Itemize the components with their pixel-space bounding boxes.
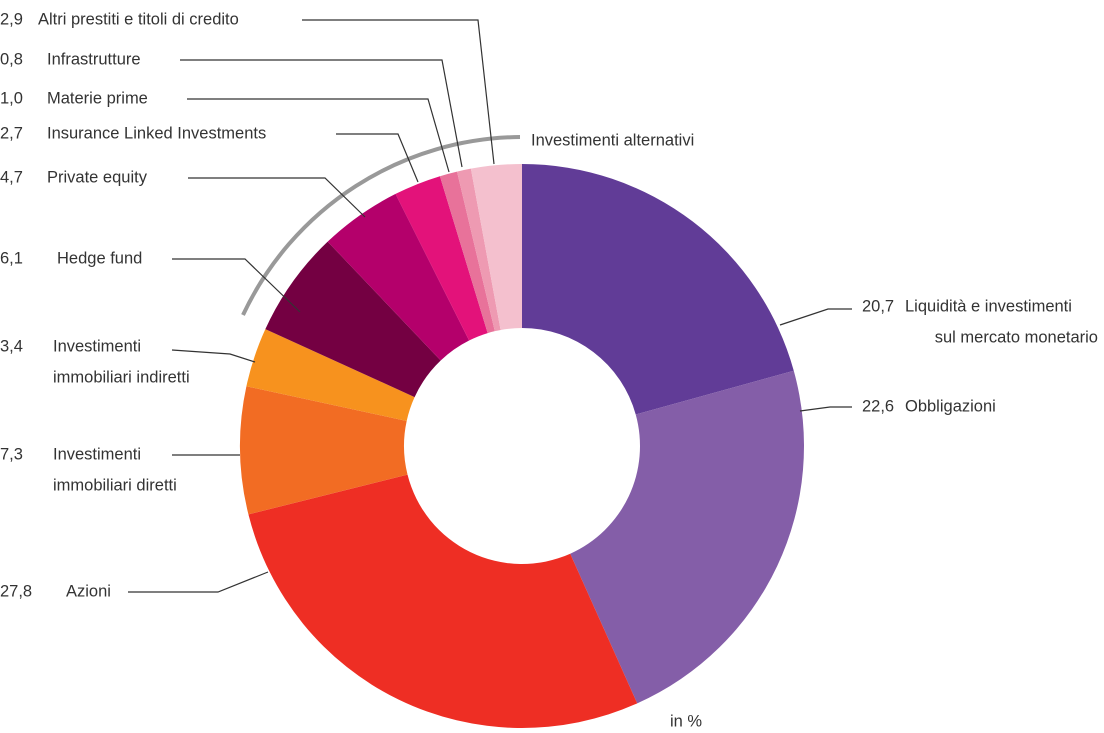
unit-note: in % <box>670 712 702 730</box>
slice <box>570 370 804 704</box>
slice <box>395 176 488 341</box>
group-arc <box>241 135 521 316</box>
category-label: Insurance Linked Investments <box>47 124 266 142</box>
value-label: 27,8 <box>0 582 32 600</box>
slice <box>239 386 408 515</box>
value-label: 2,7 <box>0 124 23 142</box>
category-label: Altri prestiti e titoli di credito <box>38 10 239 28</box>
value-label: 7,3 <box>0 445 23 463</box>
slice <box>246 329 415 421</box>
value-label: 22,6 <box>862 397 894 415</box>
category-label: Liquidità e investimenti <box>905 297 1072 315</box>
value-label: 1,0 <box>0 89 23 107</box>
slice <box>457 168 501 332</box>
category-label: immobiliari diretti <box>53 476 177 494</box>
leader-line <box>171 349 256 363</box>
value-label: 4,7 <box>0 168 23 186</box>
leader-line <box>172 258 301 313</box>
category-label: Azioni <box>66 582 111 600</box>
value-label: 2,9 <box>0 10 23 28</box>
category-label: Private equity <box>47 168 148 186</box>
slice <box>248 474 638 728</box>
slice <box>439 171 495 334</box>
slice <box>522 164 794 415</box>
category-label: Infrastrutture <box>47 50 141 68</box>
value-label: 3,4 <box>0 337 23 355</box>
group-label: Investimenti alternativi <box>531 131 694 149</box>
value-label: 20,7 <box>862 297 894 315</box>
value-label: 6,1 <box>0 249 23 267</box>
slice <box>470 164 522 330</box>
category-label: Obbligazioni <box>905 397 996 415</box>
category-label: Hedge fund <box>57 249 142 267</box>
slice <box>265 241 441 398</box>
slice <box>327 193 470 361</box>
leader-line <box>799 406 852 412</box>
leader-line <box>188 177 366 218</box>
leader-line <box>180 59 463 168</box>
category-label: Investimenti <box>53 445 141 463</box>
category-label: sul mercato monetario <box>935 328 1098 346</box>
leader-line <box>187 98 450 173</box>
category-label: Materie prime <box>47 89 148 107</box>
value-label: 0,8 <box>0 50 23 68</box>
leader-line <box>302 19 495 165</box>
category-label: immobiliari indiretti <box>53 368 190 386</box>
leader-line <box>336 133 419 183</box>
category-label: Investimenti <box>53 337 141 355</box>
leader-line <box>128 571 269 593</box>
leader-line <box>779 308 852 326</box>
